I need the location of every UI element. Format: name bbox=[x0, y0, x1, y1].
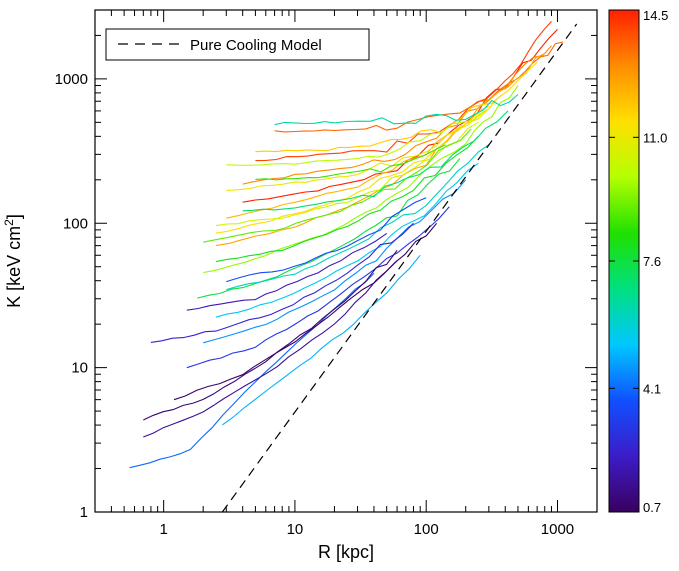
entropy-profile-line bbox=[226, 108, 490, 191]
x-tick-label: 1 bbox=[159, 521, 167, 538]
plot-frame bbox=[94, 9, 598, 513]
legend: Pure Cooling Model bbox=[105, 28, 370, 61]
colorbar-tick-label: 0.7 bbox=[643, 500, 661, 515]
entropy-profile-line bbox=[143, 260, 398, 438]
entropy-profile-line bbox=[242, 110, 509, 212]
colorbar-tick-label: 7.6 bbox=[643, 254, 661, 269]
entropy-profile-line bbox=[274, 94, 519, 126]
entropy-profile-line bbox=[215, 162, 479, 318]
entropy-profile-line bbox=[255, 94, 503, 153]
colorbar-tick-label: 14.5 bbox=[643, 8, 668, 23]
entropy-profile-line bbox=[203, 128, 472, 243]
axis-ticks: 1 10 100 1000 1 10 100 1000 bbox=[55, 9, 598, 538]
entropy-profile-line bbox=[255, 21, 552, 162]
profile-lines bbox=[129, 21, 564, 469]
entropy-profile-line bbox=[173, 222, 438, 401]
entropy-profile-line bbox=[274, 41, 564, 133]
entropy-profile-line bbox=[242, 45, 552, 185]
entropy-profile-line bbox=[150, 222, 414, 343]
entropy-profile-line bbox=[226, 110, 486, 166]
colorbar-ticks: 0.7 4.1 7.6 11.0 14.5 bbox=[609, 8, 668, 515]
y-tick-label: 10 bbox=[71, 360, 88, 377]
legend-label: Pure Cooling Model bbox=[190, 37, 322, 54]
entropy-profile-line bbox=[226, 144, 490, 291]
colorbar: 0.7 4.1 7.6 11.0 14.5 bbox=[608, 8, 668, 515]
y-tick-label: 1000 bbox=[55, 71, 88, 88]
entropy-profile-line bbox=[203, 85, 519, 274]
colorbar-tick-label: 11.0 bbox=[643, 130, 667, 145]
entropy-profile-line bbox=[221, 254, 421, 426]
entropy-profile-line bbox=[143, 249, 398, 421]
colorbar-tick-label: 4.1 bbox=[643, 381, 661, 396]
x-axis-title: R [kpc] bbox=[318, 542, 374, 562]
entropy-profile-line bbox=[215, 121, 479, 227]
entropy-profile-line bbox=[186, 232, 388, 311]
y-axis-title-main: K [keV cm bbox=[4, 226, 24, 308]
entropy-profile-line bbox=[186, 206, 450, 369]
entropy-profile-line bbox=[215, 135, 479, 263]
entropy-profile-line bbox=[255, 144, 446, 181]
x-tick-label: 100 bbox=[414, 521, 439, 538]
entropy-profile-line bbox=[215, 53, 546, 247]
pure-cooling-model-line bbox=[221, 23, 578, 512]
x-tick-label: 1000 bbox=[541, 521, 574, 538]
y-tick-label: 100 bbox=[63, 215, 88, 232]
entropy-profile-line bbox=[203, 179, 467, 344]
y-axis-title-sup: 2 bbox=[2, 219, 16, 226]
legend-box bbox=[105, 28, 370, 61]
x-tick-label: 10 bbox=[287, 521, 304, 538]
entropy-profile-line bbox=[197, 158, 461, 299]
y-tick-label: 1 bbox=[80, 504, 88, 521]
entropy-profile-line bbox=[226, 197, 427, 283]
y-axis-title-end: ] bbox=[4, 214, 24, 219]
y-axis-title: K [keV cm2] bbox=[2, 214, 24, 308]
